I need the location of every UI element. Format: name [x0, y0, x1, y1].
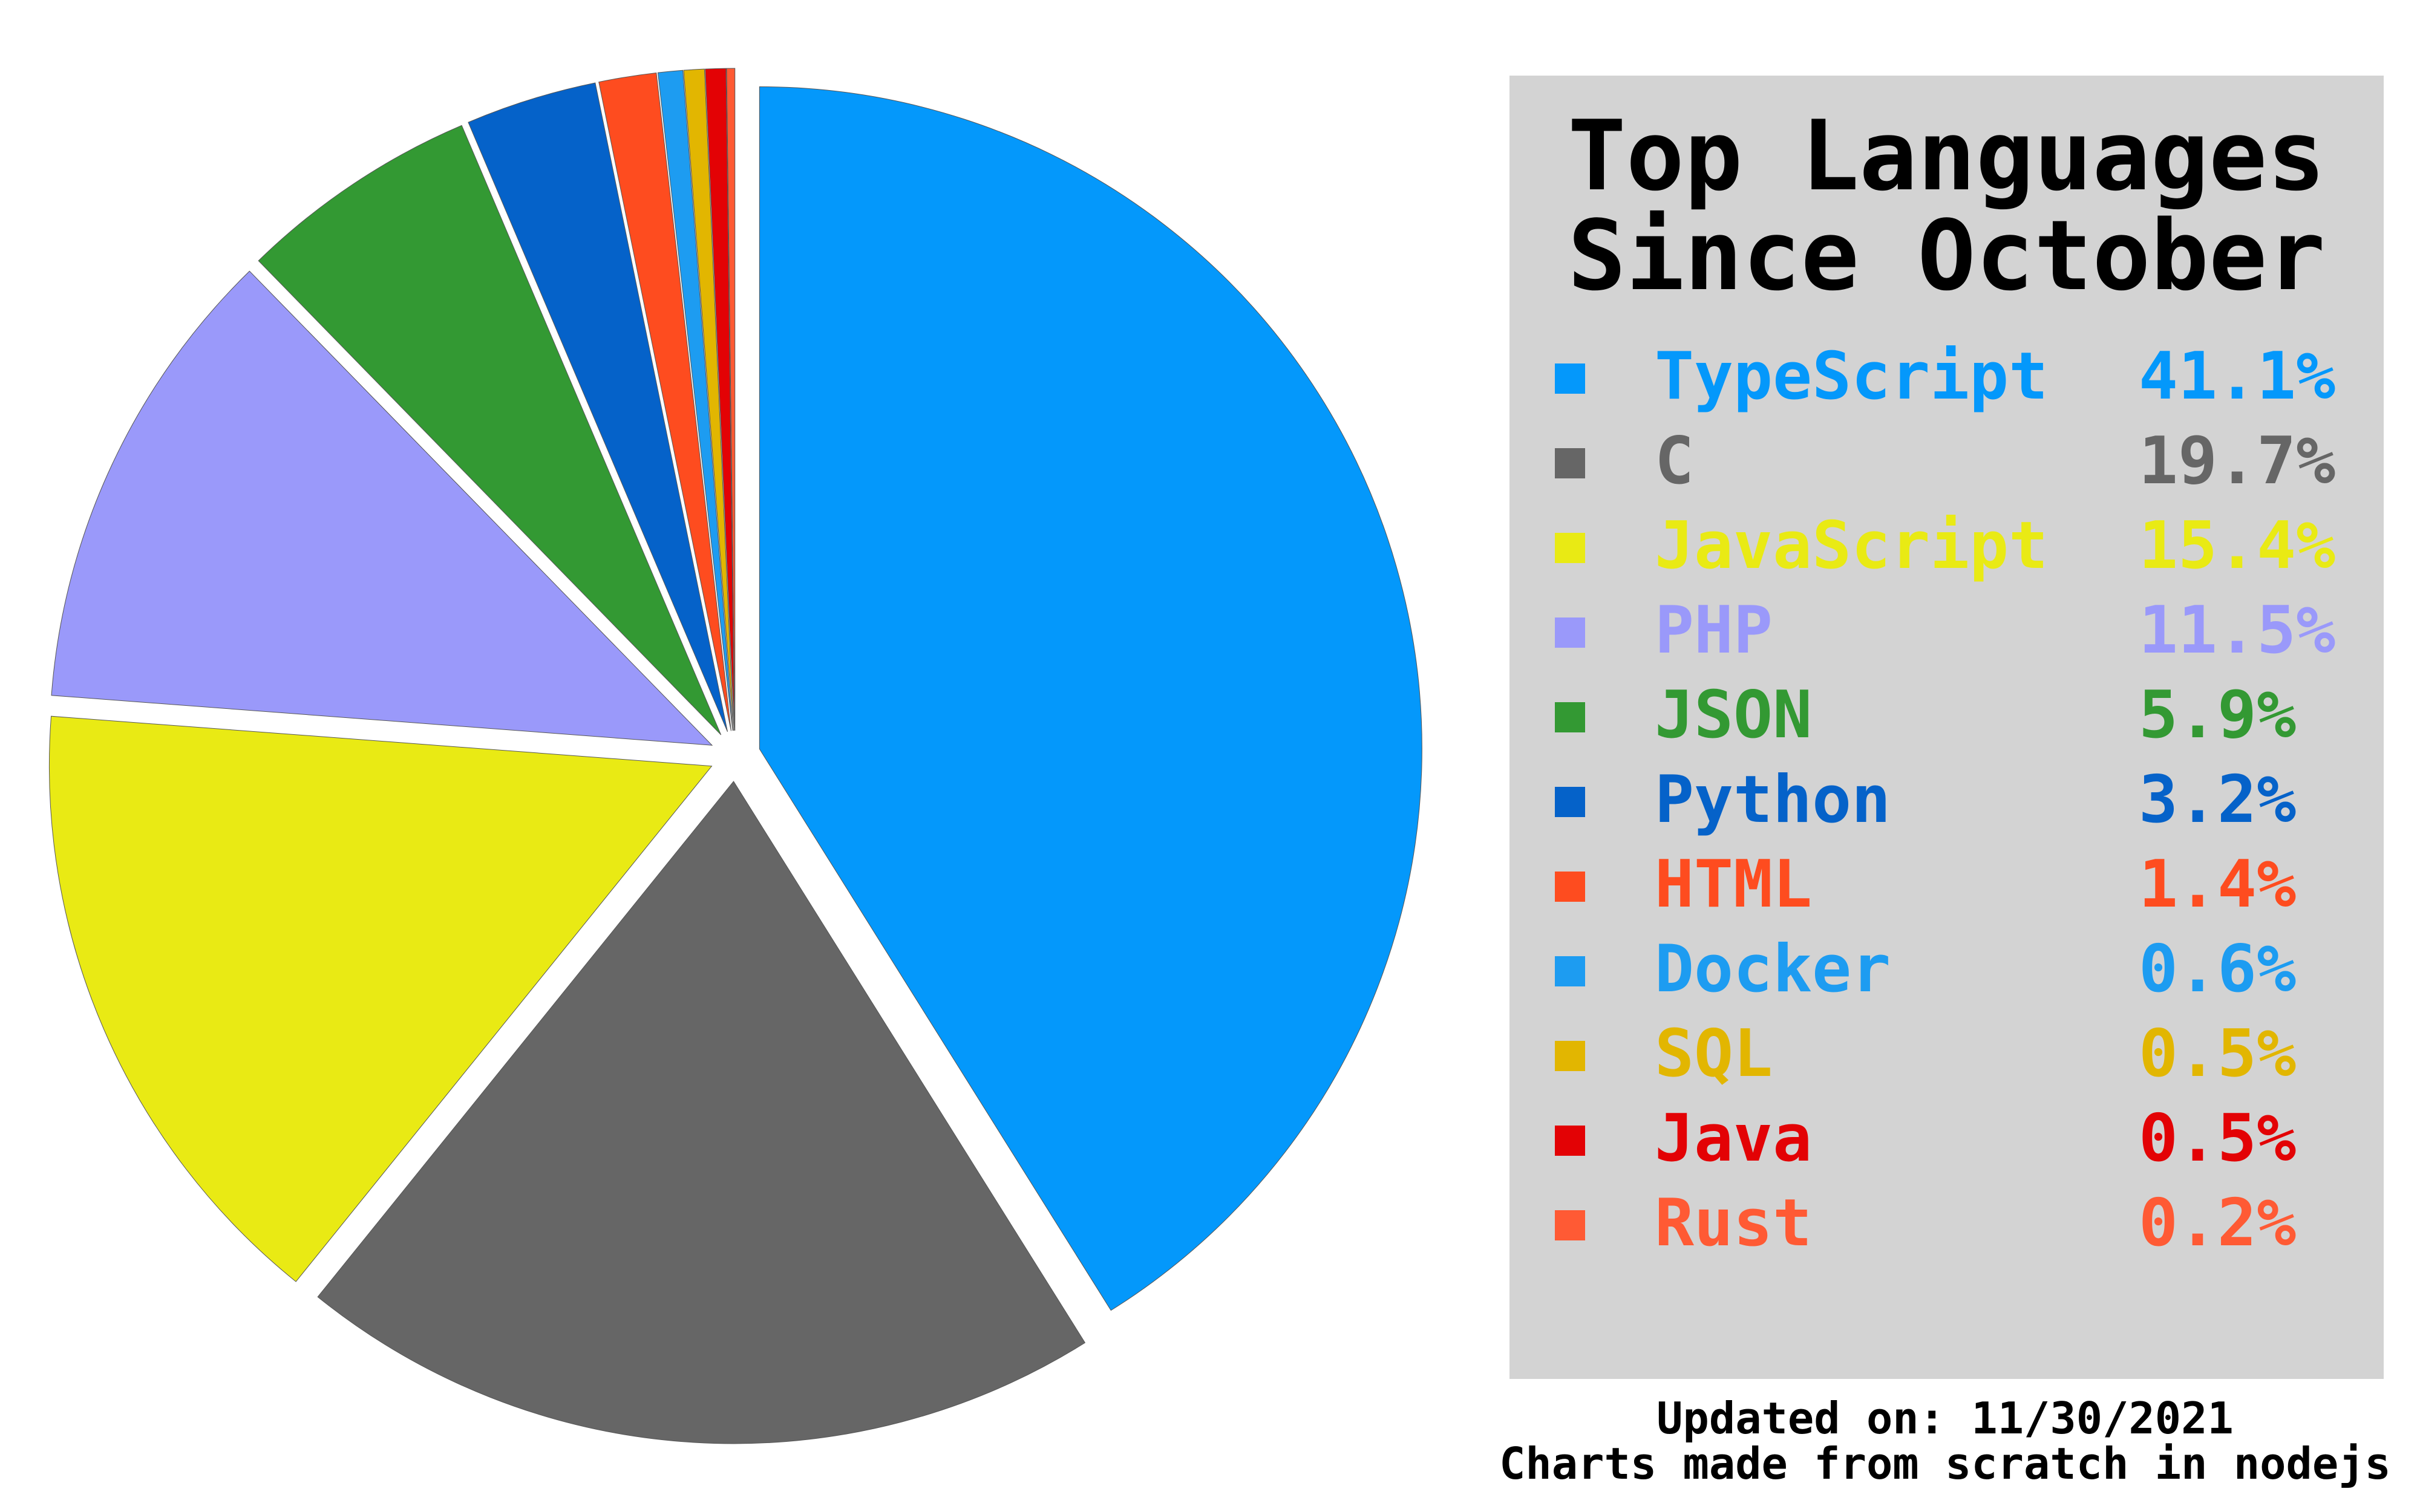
legend-swatch [1555, 956, 1585, 986]
legend-percent: 41.1% [2139, 339, 2336, 414]
legend-percent: 0.2% [2139, 1185, 2297, 1261]
legend-row-json: JSON 5.9% [1555, 673, 2366, 758]
pie-slice-html [598, 72, 731, 731]
legend-label: Docker [1655, 931, 1891, 1007]
legend-row-c: C 19.7% [1555, 419, 2366, 504]
pie-chart [48, 68, 1422, 1444]
legend-label: JSON [1655, 677, 1813, 753]
legend-swatch [1555, 448, 1585, 478]
pie-slice-javascript [48, 715, 713, 1282]
legend-swatch [1555, 618, 1585, 648]
pie-slice-rust [726, 68, 736, 731]
legend-label: Java [1655, 1101, 1813, 1176]
legend-swatch [1555, 872, 1585, 902]
legend-title-line2: Since October [1568, 199, 2326, 312]
legend-row-python: Python 3.2% [1555, 758, 2366, 842]
legend-swatch [1555, 533, 1585, 563]
legend-label: JavaScript [1655, 508, 2049, 584]
legend-row-java: Java 0.5% [1555, 1097, 2366, 1181]
legend-swatch [1555, 1210, 1585, 1240]
pie-slice-docker [657, 70, 733, 731]
legend-label: PHP [1655, 593, 1773, 668]
legend-percent: 1.4% [2139, 847, 2297, 922]
legend-swatch [1555, 1041, 1585, 1071]
footer: Updated on: 11/30/2021 Charts made from … [1476, 1396, 2414, 1487]
pie-slice-php [51, 270, 713, 746]
legend-swatch [1555, 702, 1585, 732]
legend-label: Python [1655, 762, 1891, 838]
legend-row-html: HTML 1.4% [1555, 842, 2366, 927]
legend-percent: 15.4% [2139, 508, 2336, 584]
legend-percent: 11.5% [2139, 593, 2336, 668]
legend-row-php: PHP 11.5% [1555, 588, 2366, 673]
legend-percent: 0.6% [2139, 931, 2297, 1007]
legend-percent: 0.5% [2139, 1101, 2297, 1176]
pie-slice-c [317, 781, 1086, 1444]
legend-label: SQL [1655, 1016, 1773, 1092]
legend-label: HTML [1655, 847, 1813, 922]
legend-title-line1: Top Languages [1568, 99, 2326, 212]
legend-percent: 19.7% [2139, 423, 2336, 499]
pie-slice-json [258, 125, 722, 735]
footer-updated: Updated on: 11/30/2021 [1656, 1393, 2234, 1444]
legend-swatch [1555, 1126, 1585, 1156]
legend-swatch [1555, 363, 1585, 394]
legend-title: Top Languages Since October [1509, 106, 2384, 305]
legend-row-typescript: TypeScript 41.1% [1555, 334, 2366, 419]
legend-row-rust: Rust 0.2% [1555, 1181, 2366, 1266]
legend-percent: 0.5% [2139, 1016, 2297, 1092]
pie-slice-sql [683, 68, 734, 731]
legend-label: Rust [1655, 1185, 1813, 1261]
legend-panel: Top Languages Since October TypeScript 41… [1509, 76, 2384, 1379]
legend-percent: 3.2% [2139, 762, 2297, 838]
pie-slice-java [705, 68, 735, 731]
footer-credit: Charts made from scratch in nodejs [1499, 1438, 2391, 1489]
legend-label: C [1655, 423, 1695, 499]
legend-swatch [1555, 787, 1585, 817]
legend-label: TypeScript [1655, 339, 2049, 414]
legend-percent: 5.9% [2139, 677, 2297, 753]
pie-slice-python [468, 82, 728, 732]
legend-row-sql: SQL 0.5% [1555, 1012, 2366, 1097]
legend-list: TypeScript 41.1% C 19.7% JavaScript 15.4% PHP 1… [1555, 334, 2366, 1266]
legend-row-docker: Docker 0.6% [1555, 927, 2366, 1012]
legend-row-javascript: JavaScript 15.4% [1555, 504, 2366, 588]
pie-slice-typescript [759, 86, 1422, 1311]
